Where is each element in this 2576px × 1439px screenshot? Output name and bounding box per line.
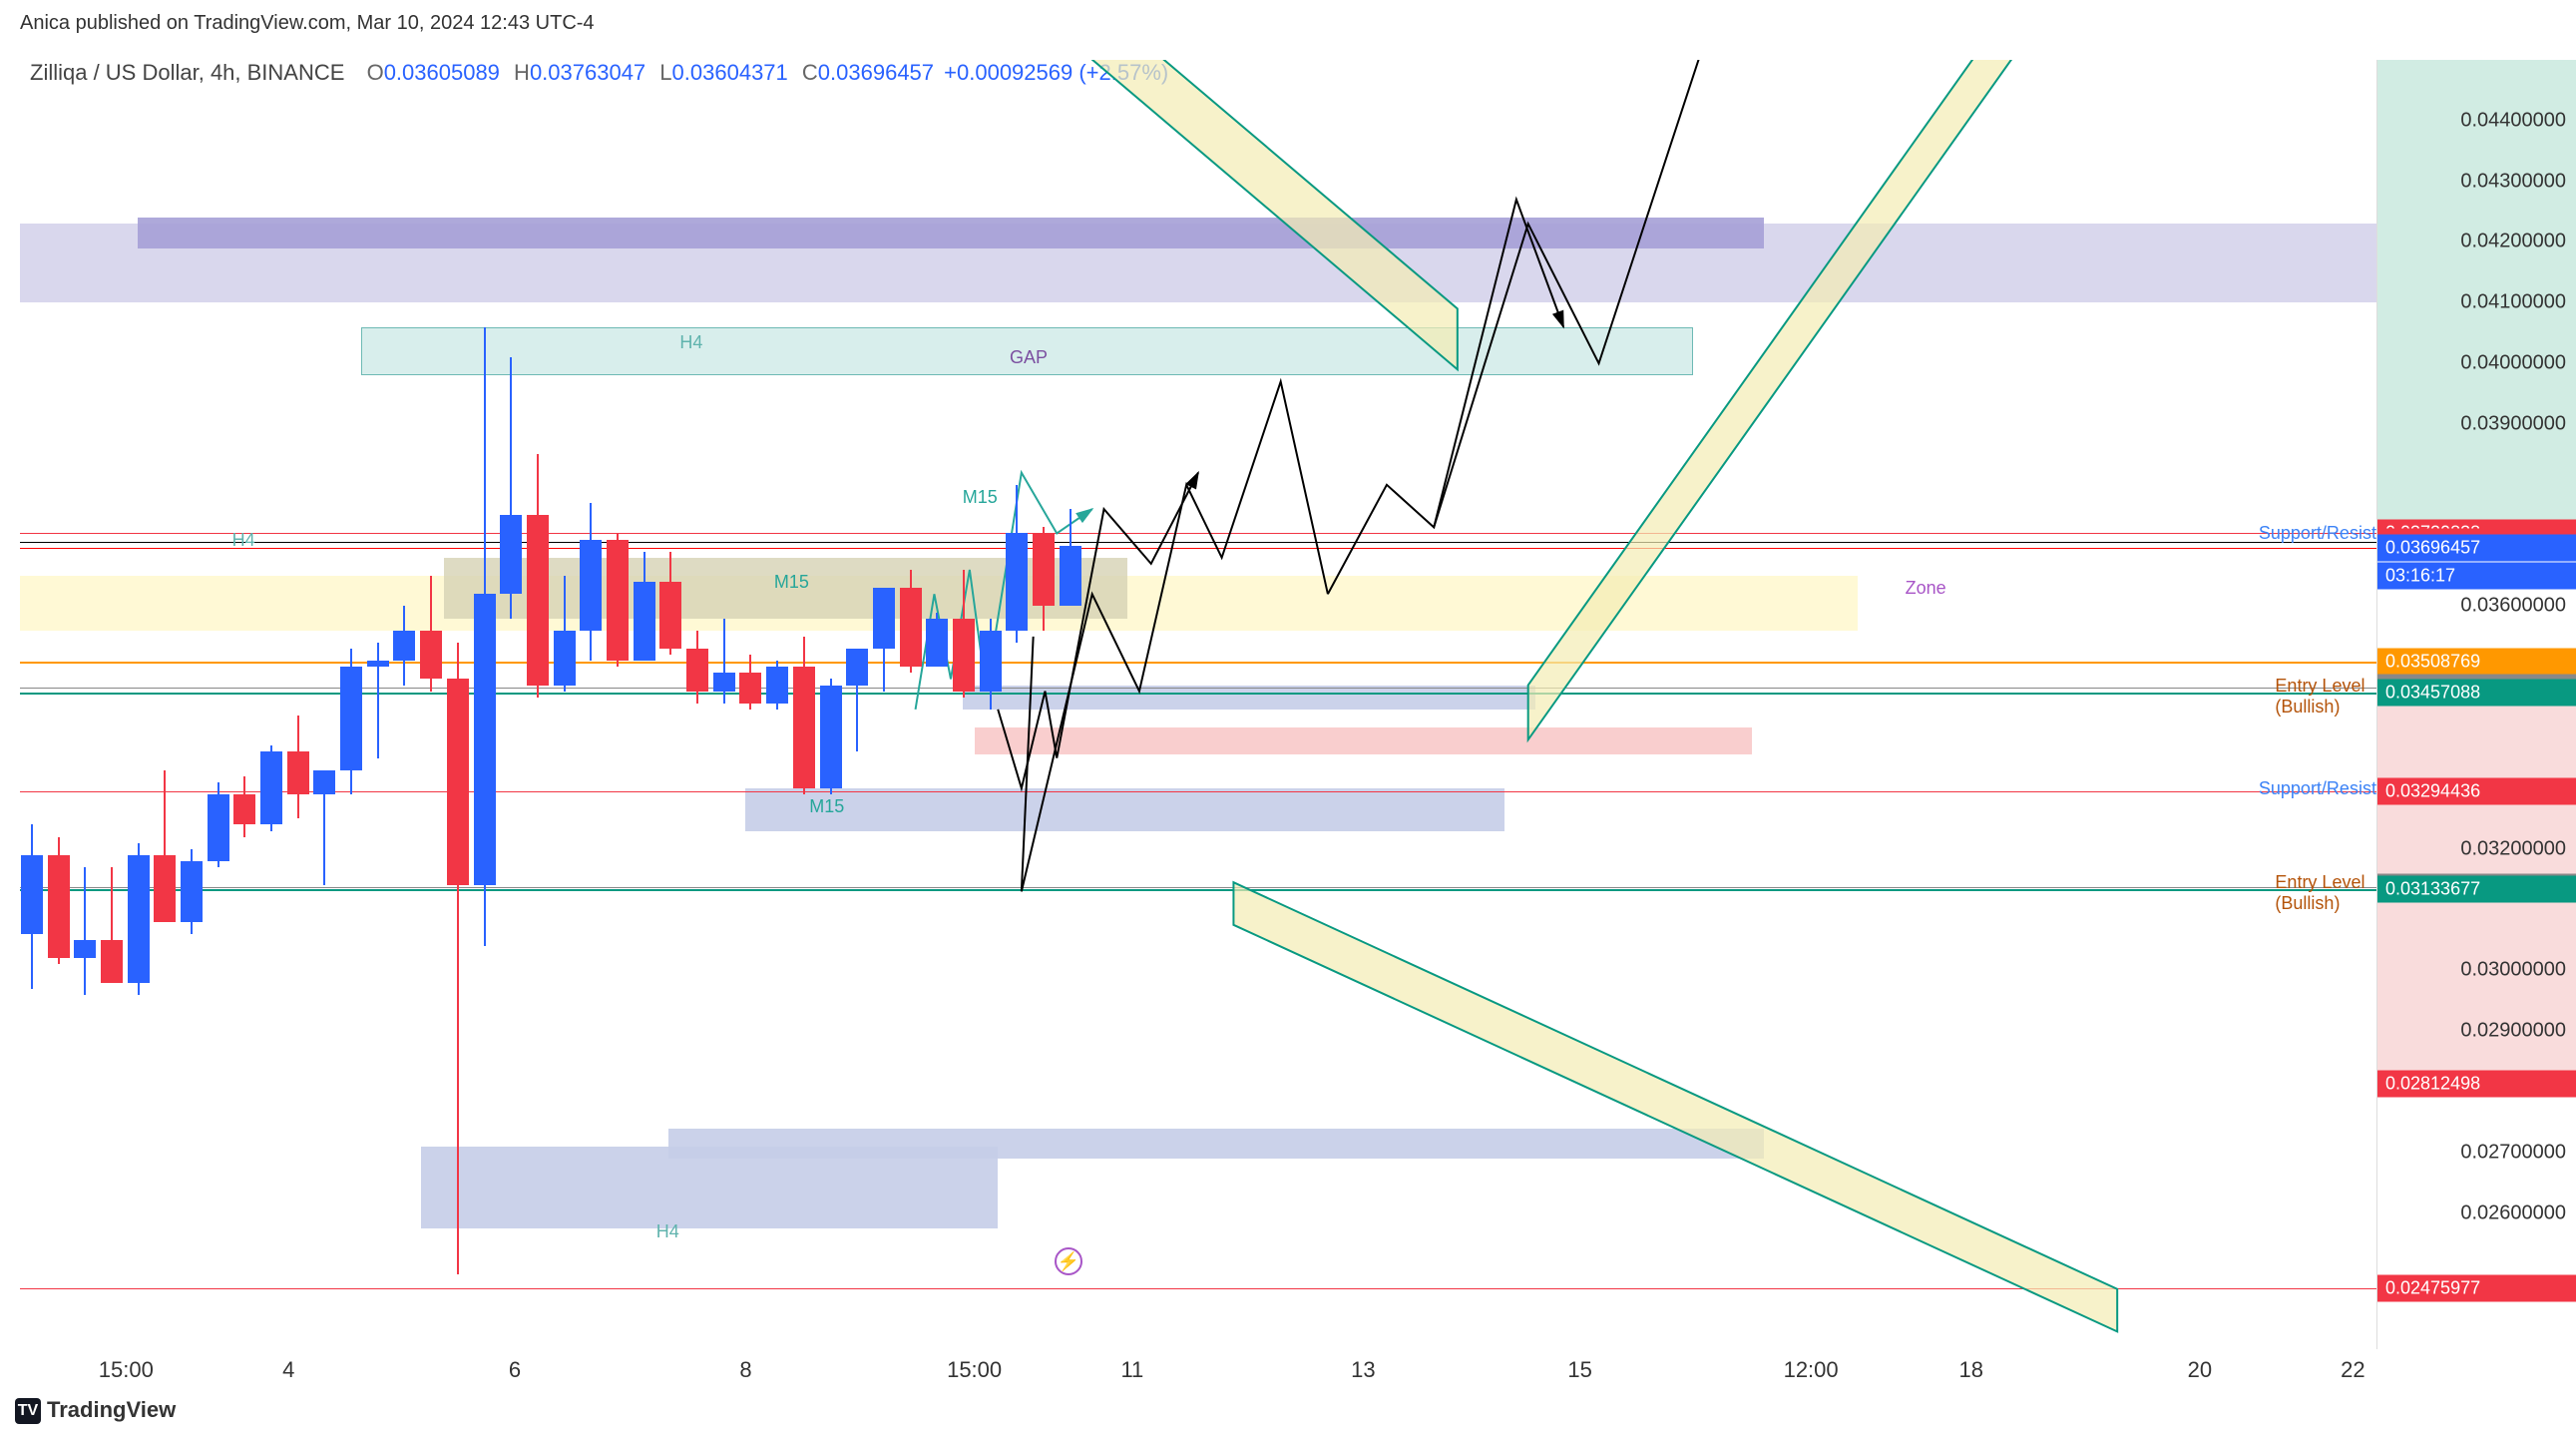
- time-tick-label: 13: [1351, 1357, 1375, 1383]
- published-text: published on TradingView.com,: [76, 12, 351, 34]
- tradingview-logo-icon: TV: [15, 1398, 41, 1424]
- candle: [393, 60, 415, 1349]
- chart-annotation: H4: [656, 1221, 679, 1242]
- chart-canvas[interactable]: GAPH4H4H4M15M15M15ZoneSupport/Resistance…: [20, 60, 2376, 1349]
- candle: [793, 60, 815, 1349]
- candle: [580, 60, 602, 1349]
- candle: [340, 60, 362, 1349]
- time-tick-label: 15:00: [99, 1357, 154, 1383]
- lightning-icon: ⚡: [1055, 1247, 1082, 1275]
- candle: [846, 60, 868, 1349]
- candle: [1060, 60, 1081, 1349]
- candle: [128, 60, 150, 1349]
- tradingview-watermark: TVTradingView: [15, 1397, 176, 1424]
- chart-annotation: H4: [232, 530, 255, 551]
- publisher: Anica: [20, 12, 70, 34]
- price-tick-label: 0.02700000: [2460, 1141, 2566, 1164]
- candle: [101, 60, 123, 1349]
- price-tag: 0.03696457: [2377, 534, 2576, 561]
- chart-annotation: Zone: [1906, 578, 1946, 599]
- candle: [474, 60, 496, 1349]
- time-tick-label: 12:00: [1784, 1357, 1839, 1383]
- chart-annotation: M15: [963, 487, 998, 508]
- time-tick-label: 18: [1958, 1357, 1982, 1383]
- candle: [287, 60, 309, 1349]
- price-tick-label: 0.03600000: [2460, 595, 2566, 618]
- candle: [367, 60, 389, 1349]
- chart-annotation: H4: [679, 332, 702, 353]
- price-tag: 03:16:17: [2377, 562, 2576, 589]
- price-tick-label: 0.03000000: [2460, 959, 2566, 982]
- candle: [1033, 60, 1055, 1349]
- price-tag: 0.03294436: [2377, 778, 2576, 805]
- price-tick-label: 0.04000000: [2460, 352, 2566, 375]
- candle: [313, 60, 335, 1349]
- candle: [900, 60, 922, 1349]
- candle: [713, 60, 735, 1349]
- price-tick-label: 0.04200000: [2460, 231, 2566, 253]
- candle: [686, 60, 708, 1349]
- candle: [659, 60, 681, 1349]
- brand-text: TradingView: [47, 1397, 176, 1422]
- candle: [554, 60, 576, 1349]
- candle: [181, 60, 203, 1349]
- candle: [926, 60, 948, 1349]
- candle: [820, 60, 842, 1349]
- time-tick-label: 6: [509, 1357, 521, 1383]
- price-tag: 0.02812498: [2377, 1071, 2576, 1098]
- publish-datetime: Mar 10, 2024 12:43 UTC-4: [357, 12, 595, 34]
- chart-annotation: GAP: [1010, 347, 1048, 368]
- candle: [873, 60, 895, 1349]
- candle: [260, 60, 282, 1349]
- candle: [980, 60, 1002, 1349]
- chart-annotation: Entry Level (Bullish): [2275, 872, 2376, 914]
- candle: [607, 60, 629, 1349]
- candle: [48, 60, 70, 1349]
- price-tag: 0.03457088: [2377, 680, 2576, 707]
- price-tick-label: 0.04300000: [2460, 170, 2566, 193]
- price-tag: 0.03508769: [2377, 648, 2576, 675]
- price-tag: 0.03133677: [2377, 876, 2576, 903]
- candle: [154, 60, 176, 1349]
- candle: [208, 60, 229, 1349]
- time-tick-label: 22: [2341, 1357, 2364, 1383]
- candle: [74, 60, 96, 1349]
- candle: [21, 60, 43, 1349]
- price-tick-label: 0.04400000: [2460, 109, 2566, 132]
- candle: [766, 60, 788, 1349]
- candle: [233, 60, 255, 1349]
- candle: [420, 60, 442, 1349]
- candle: [527, 60, 549, 1349]
- chart-annotation: M15: [774, 572, 809, 593]
- price-zone: [975, 727, 1752, 754]
- price-tick-label: 0.02600000: [2460, 1201, 2566, 1224]
- price-tick-label: 0.03900000: [2460, 412, 2566, 435]
- time-tick-label: 8: [739, 1357, 751, 1383]
- price-tick-label: 0.02900000: [2460, 1020, 2566, 1043]
- candle: [1006, 60, 1028, 1349]
- price-tag: 0.02475977: [2377, 1275, 2576, 1302]
- time-tick-label: 15: [1567, 1357, 1591, 1383]
- time-axis[interactable]: 15:00 4 6 8 15:00 11 13 15 12:00 18 20 22: [20, 1349, 2376, 1389]
- time-tick-label: 4: [282, 1357, 294, 1383]
- time-tick-label: 15:00: [947, 1357, 1002, 1383]
- candle: [634, 60, 655, 1349]
- time-tick-label: 11: [1120, 1357, 1143, 1383]
- price-tick-label: 0.03200000: [2460, 837, 2566, 860]
- price-axis[interactable]: USD 0.044000000.043000000.042000000.0410…: [2376, 60, 2576, 1349]
- candle: [953, 60, 975, 1349]
- time-tick-label: 20: [2188, 1357, 2212, 1383]
- publish-header: Anica published on TradingView.com, Mar …: [20, 12, 595, 35]
- candle: [500, 60, 522, 1349]
- price-tick-label: 0.04100000: [2460, 291, 2566, 314]
- chart-annotation: Entry Level (Bullish): [2275, 676, 2376, 718]
- chart-annotation: M15: [809, 796, 844, 817]
- candle: [447, 60, 469, 1349]
- candle: [739, 60, 761, 1349]
